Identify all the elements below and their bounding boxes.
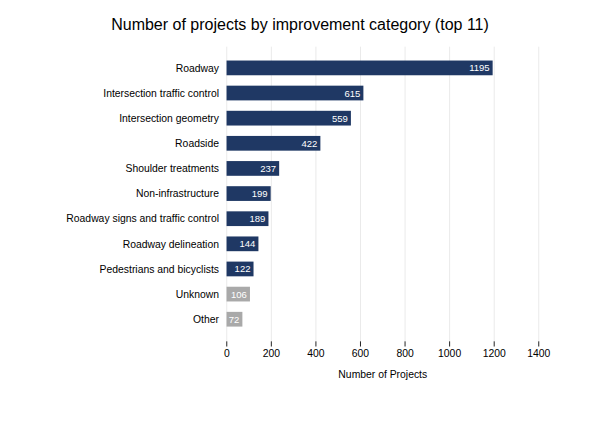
svg-text:1000: 1000 — [438, 348, 461, 359]
svg-text:Unknown: Unknown — [176, 289, 219, 300]
svg-text:1400: 1400 — [527, 348, 550, 359]
svg-text:Intersection geometry: Intersection geometry — [119, 113, 220, 124]
svg-text:0: 0 — [224, 348, 230, 359]
svg-text:122: 122 — [235, 263, 251, 274]
svg-text:400: 400 — [307, 348, 325, 359]
svg-text:Roadway: Roadway — [176, 63, 220, 74]
svg-text:Roadside: Roadside — [175, 138, 219, 149]
svg-text:106: 106 — [231, 289, 247, 300]
svg-text:72: 72 — [229, 314, 240, 325]
svg-text:Shoulder treatments: Shoulder treatments — [126, 163, 219, 174]
svg-text:1200: 1200 — [483, 348, 506, 359]
svg-text:200: 200 — [263, 348, 281, 359]
svg-text:Roadway signs and traffic cont: Roadway signs and traffic control — [66, 213, 219, 224]
svg-text:Number of Projects: Number of Projects — [338, 369, 427, 380]
svg-text:Non-infrastructure: Non-infrastructure — [136, 188, 219, 199]
svg-text:615: 615 — [344, 88, 360, 99]
svg-text:559: 559 — [332, 113, 348, 124]
svg-text:800: 800 — [396, 348, 414, 359]
svg-text:237: 237 — [260, 163, 276, 174]
svg-text:422: 422 — [301, 138, 317, 149]
svg-text:189: 189 — [250, 213, 266, 224]
svg-text:144: 144 — [240, 238, 257, 249]
svg-text:199: 199 — [252, 188, 268, 199]
html-text:Number of projects by improvem: Number of projects by improvement catego… — [111, 16, 489, 33]
svg-text:1195: 1195 — [469, 62, 489, 73]
svg-text:600: 600 — [352, 348, 370, 359]
svg-text:Other: Other — [193, 314, 219, 325]
svg-text:Pedestrians and bicyclists: Pedestrians and bicyclists — [100, 264, 219, 275]
svg-text:Intersection traffic control: Intersection traffic control — [103, 88, 219, 99]
svg-text:Roadway delineation: Roadway delineation — [123, 239, 220, 250]
